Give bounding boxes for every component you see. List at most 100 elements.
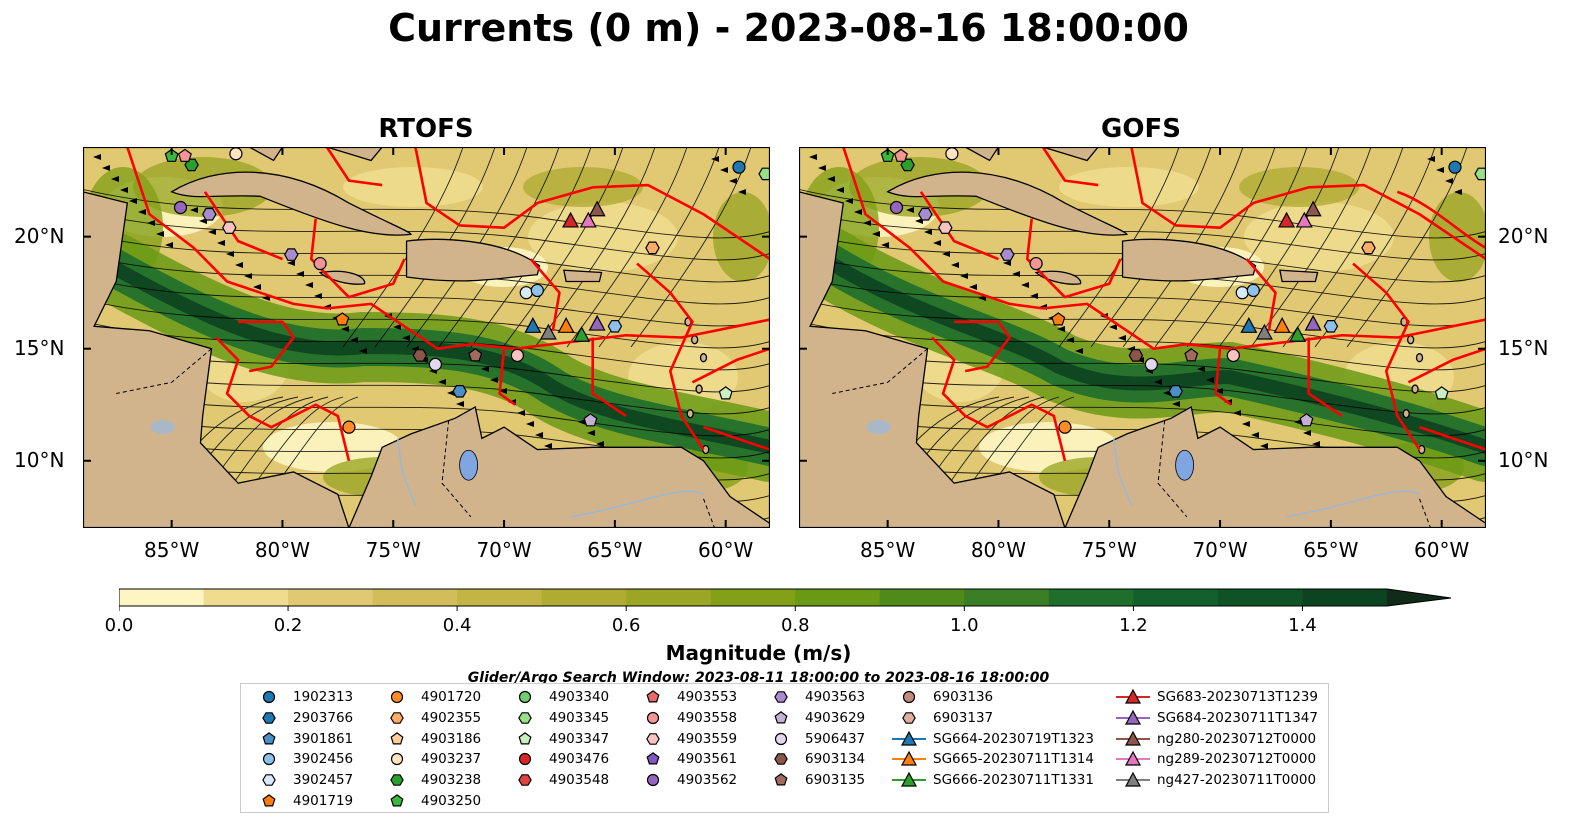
- legend-item: 1902313: [251, 687, 353, 708]
- legend-marker: [390, 691, 404, 704]
- legend-item: 6903137: [891, 708, 1094, 729]
- argo-float-marker: [583, 413, 598, 427]
- map-frame: [799, 147, 1486, 528]
- circle-icon: [251, 688, 287, 706]
- colorbar-segment: [710, 589, 796, 606]
- legend-item: 6903136: [891, 687, 1094, 708]
- legend-label: 4903562: [677, 772, 738, 789]
- legend-item: 4903563: [763, 687, 865, 708]
- lon-tick-label: 80°W: [970, 538, 1027, 562]
- glider-marker: [557, 317, 575, 333]
- argo-float-marker: [284, 248, 299, 261]
- legend-item: 2903766: [251, 708, 353, 729]
- legend-column: SG683-20230713T1239 SG684-20230711T1347 ng…: [1115, 687, 1318, 790]
- legend-label: ng289-20230712T0000: [1157, 751, 1317, 768]
- legend-label: 5906437: [805, 730, 866, 747]
- legend-label: SG665-20230711T1314: [933, 751, 1094, 768]
- legend-label: SG666-20230711T1331: [933, 772, 1094, 789]
- hexagon-icon: [379, 709, 415, 727]
- hexagon-icon: [507, 709, 543, 727]
- argo-float-marker: [918, 207, 933, 221]
- map-canvas: [799, 147, 1486, 528]
- legend-label: 3902456: [293, 751, 354, 768]
- argo-float-marker: [1051, 312, 1066, 326]
- legend-label: SG684-20230711T1347: [1157, 710, 1318, 727]
- argo-float-marker: [1128, 349, 1144, 362]
- triangle-line-icon: [1115, 709, 1151, 727]
- legend-item: 3902457: [251, 770, 353, 791]
- legend-item: 4903548: [507, 770, 609, 791]
- legend-item: 4903562: [635, 770, 737, 791]
- legend-marker: [262, 774, 276, 786]
- lon-tick-label: 70°W: [476, 538, 532, 562]
- legend-label: 4903345: [549, 710, 610, 727]
- argo-float-marker: [1226, 348, 1240, 363]
- legend-label: 4903548: [549, 772, 610, 789]
- lat-tick-label-right: 15°N: [1498, 335, 1549, 360]
- legend-marker: [262, 691, 276, 704]
- colorbar-segment: [372, 589, 458, 606]
- glider-marker: [1304, 314, 1322, 331]
- legend-column: 4903553 4903558 4903559 4903561 4903562: [635, 687, 737, 790]
- colorbar-segment: [203, 589, 289, 606]
- legend-label: 4903237: [421, 751, 482, 768]
- legend-item: 5906437: [763, 728, 865, 749]
- circle-icon: [891, 688, 927, 706]
- pentagon-icon: [763, 709, 799, 727]
- circle-icon: [379, 688, 415, 706]
- legend-label: 6903135: [805, 772, 866, 789]
- legend-item: ng427-20230711T0000: [1115, 770, 1318, 791]
- legend-item: 4903340: [507, 687, 609, 708]
- legend-column: 4901720 4902355 4903186 4903237 4903238 49032…: [379, 687, 481, 811]
- legend-marker: [262, 753, 276, 766]
- argo-float-marker: [718, 386, 733, 400]
- glider-marker: [539, 323, 557, 340]
- legend-item: 6903135: [763, 770, 865, 791]
- legend-label: 4903340: [549, 689, 610, 706]
- legend-label: 4902355: [421, 710, 482, 727]
- legend-marker: [646, 711, 660, 725]
- legend-label: 6903134: [805, 751, 866, 768]
- circle-icon: [251, 750, 287, 768]
- legend-marker: [390, 793, 404, 807]
- legend-label: ng427-20230711T0000: [1157, 772, 1317, 789]
- colorbar-tick-label: 1.0: [950, 615, 979, 636]
- colorbar-tick-label: 0.4: [442, 615, 472, 636]
- pentagon-icon: [635, 688, 671, 706]
- legend-item: 4903553: [635, 687, 737, 708]
- legend-marker: [262, 712, 276, 724]
- glider-marker: [562, 211, 580, 228]
- colorbar-segment: [288, 589, 374, 606]
- legend-label: 4903186: [421, 730, 482, 747]
- glider-marker: [524, 317, 542, 333]
- legend-marker: [774, 711, 788, 724]
- argo-float-marker: [1246, 283, 1260, 298]
- legend-item: 4903561: [635, 749, 737, 770]
- pentagon-icon: [635, 750, 671, 768]
- argo-float-marker: [1168, 385, 1183, 398]
- glider-marker: [1240, 317, 1258, 333]
- colorbar-segment: [541, 589, 627, 606]
- argo-float-marker: [607, 320, 623, 333]
- legend-item: 4903476: [507, 749, 609, 770]
- lon-tick-label: 60°W: [698, 538, 754, 562]
- lon-tick-label: 65°W: [1303, 538, 1359, 562]
- legend-item: 4903238: [379, 770, 481, 791]
- legend-marker: [518, 753, 532, 766]
- legend-marker: [774, 732, 788, 745]
- glider-marker: [1304, 200, 1322, 217]
- legend-label: 4903238: [421, 772, 482, 789]
- legend-label: 3902457: [293, 772, 354, 789]
- colorbar-tick-label: 1.4: [1288, 615, 1317, 636]
- hexagon-icon: [763, 688, 799, 706]
- hexagon-icon: [891, 709, 927, 727]
- hexagon-icon: [635, 730, 671, 748]
- legend-item: 4903347: [507, 728, 609, 749]
- map-panel-rtofs: [83, 147, 770, 528]
- legend-item: 4903559: [635, 728, 737, 749]
- argo-float-marker: [468, 348, 483, 362]
- panel-title-gofs: GOFS: [1101, 114, 1181, 144]
- lon-tick-label: 75°W: [365, 538, 421, 562]
- argo-float-marker: [229, 147, 243, 161]
- argo-float-marker: [412, 349, 428, 362]
